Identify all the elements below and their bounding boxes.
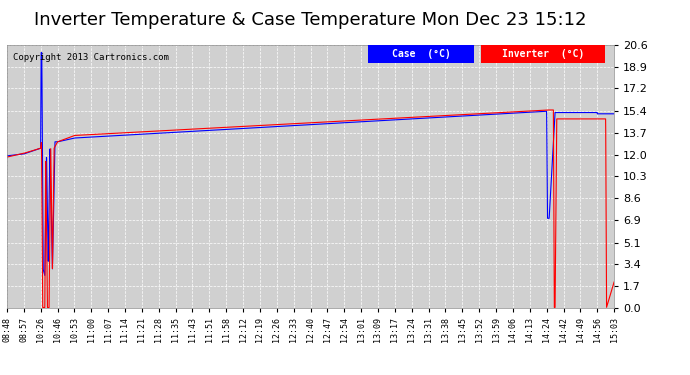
Text: Copyright 2013 Cartronics.com: Copyright 2013 Cartronics.com [13,53,169,62]
FancyBboxPatch shape [480,45,605,63]
Text: Inverter Temperature & Case Temperature Mon Dec 23 15:12: Inverter Temperature & Case Temperature … [34,11,586,29]
Text: Inverter  (°C): Inverter (°C) [502,49,584,59]
FancyBboxPatch shape [368,45,475,63]
Text: Case  (°C): Case (°C) [392,49,451,59]
